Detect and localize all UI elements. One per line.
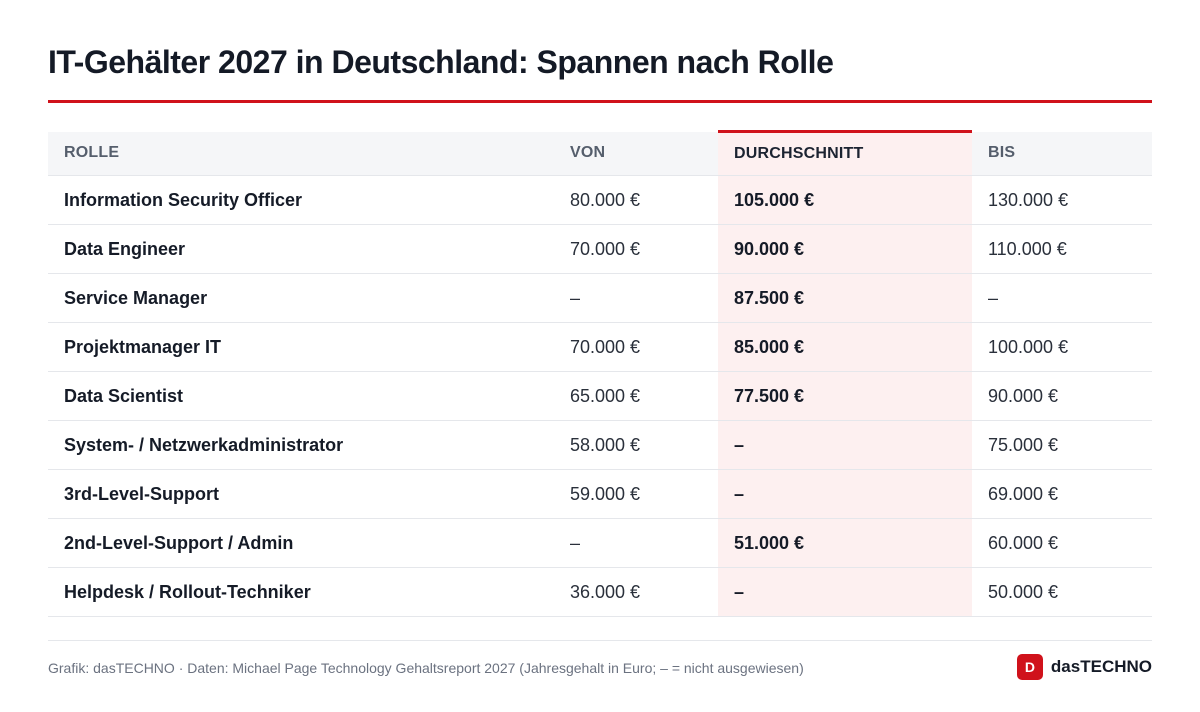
cell-bis: 75.000 € (972, 420, 1152, 470)
cell-role: Information Security Officer (48, 175, 554, 225)
cell-role: Data Scientist (48, 371, 554, 421)
cell-durchschnitt: 51.000 € (718, 518, 972, 568)
cell-von: – (554, 273, 718, 323)
cell-bis: 100.000 € (972, 322, 1152, 372)
title-divider (48, 100, 1152, 103)
cell-von: 59.000 € (554, 469, 718, 519)
cell-bis: 69.000 € (972, 469, 1152, 519)
cell-bis: 130.000 € (972, 175, 1152, 225)
footer-divider (48, 640, 1152, 641)
column-header-rolle: ROLLE (48, 131, 554, 176)
page-title: IT-Gehälter 2027 in Deutschland: Spannen… (48, 44, 834, 80)
cell-von: 80.000 € (554, 175, 718, 225)
cell-von: 36.000 € (554, 567, 718, 617)
cell-role: 3rd-Level-Support (48, 469, 554, 519)
cell-von: 70.000 € (554, 322, 718, 372)
cell-bis: 60.000 € (972, 518, 1152, 568)
cell-role: 2nd-Level-Support / Admin (48, 518, 554, 568)
cell-durchschnitt: 87.500 € (718, 273, 972, 323)
cell-durchschnitt: 77.500 € (718, 371, 972, 421)
cell-durchschnitt: 90.000 € (718, 224, 972, 274)
brand-name: dasTECHNO (1050, 657, 1152, 676)
table-row: Information Security Officer 80.000 €105.… (48, 175, 1152, 225)
cell-role: Data Engineer (48, 224, 554, 274)
cell-bis: 110.000 € (972, 224, 1152, 274)
cell-von: 70.000 € (554, 224, 718, 274)
cell-bis: 50.000 € (972, 567, 1152, 617)
table-row: Projektmanager IT 70.000 €85.000 €100.000… (48, 322, 1152, 372)
source-note: Grafik: dasTECHNO · Daten: Michael Page … (48, 660, 804, 676)
cell-durchschnitt: – (718, 567, 972, 617)
table-row: 3rd-Level-Support 59.000 € –69.000 € (48, 469, 1152, 519)
cell-role: Projektmanager IT (48, 322, 554, 372)
salary-table: ROLLE VON DURCHSCHNITT BIS Information S… (48, 130, 1152, 617)
cell-bis: – (972, 273, 1152, 323)
cell-von: 58.000 € (554, 420, 718, 470)
cell-bis: 90.000 € (972, 371, 1152, 421)
table-row: Helpdesk / Rollout-Techniker 36.000 € –50.… (48, 567, 1152, 617)
cell-durchschnitt: 105.000 € (718, 175, 972, 225)
brand: D dasTECHNO (1016, 654, 1152, 680)
column-header-bis: BIS (972, 131, 1152, 176)
column-header-von: VON (554, 131, 718, 176)
cell-role: Helpdesk / Rollout-Techniker (48, 567, 554, 617)
table-header-row: ROLLE VON DURCHSCHNITT BIS (48, 130, 1152, 176)
cell-durchschnitt: 85.000 € (718, 322, 972, 372)
table-row: Service Manager –87.500 € – (48, 273, 1152, 323)
cell-role: Service Manager (48, 273, 554, 323)
cell-role: System- / Netzwerkadministrator (48, 420, 554, 470)
cell-durchschnitt: – (718, 469, 972, 519)
column-header-durchschnitt: DURCHSCHNITT (718, 130, 972, 176)
table-body: Information Security Officer 80.000 €105.… (48, 175, 1152, 617)
table-row: Data Engineer 70.000 €90.000 €110.000 € (48, 224, 1152, 274)
cell-von: – (554, 518, 718, 568)
table-row: Data Scientist 65.000 €77.500 €90.000 € (48, 371, 1152, 421)
table-row: 2nd-Level-Support / Admin –51.000 €60.000… (48, 518, 1152, 568)
brand-logo-icon: D (1016, 654, 1043, 680)
cell-von: 65.000 € (554, 371, 718, 421)
table-row: System- / Netzwerkadministrator 58.000 € –… (48, 420, 1152, 470)
cell-durchschnitt: – (718, 420, 972, 470)
